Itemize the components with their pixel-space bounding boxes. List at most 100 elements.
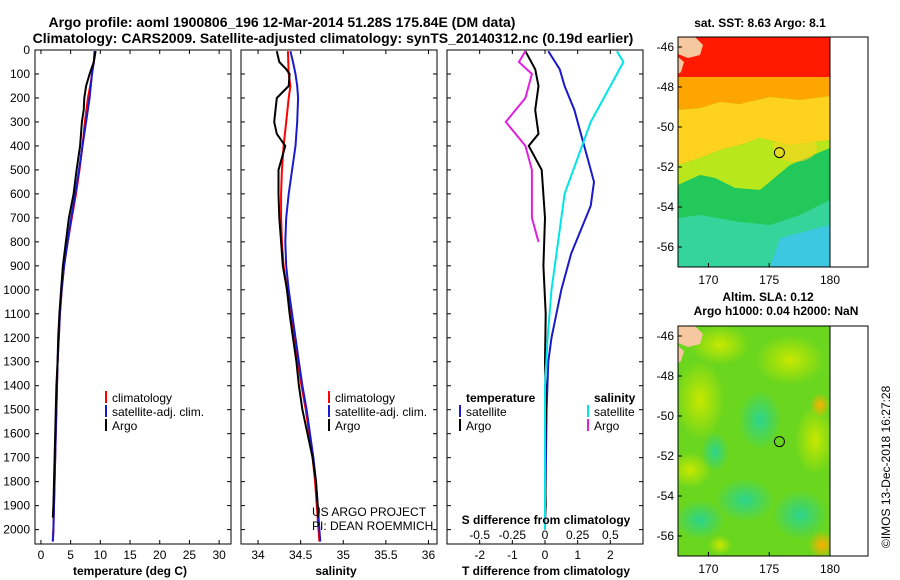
sla-map-ticks: 170 175 180 -46 -48 -50 -52 -54 -56 [657, 329, 841, 576]
salinity-series [273, 50, 322, 542]
y-tick-label: 1400 [3, 379, 30, 393]
x-tick-label: 0 [38, 548, 45, 562]
legend-temp-argo-swatch [459, 419, 461, 431]
legend-argo-label: Argo [112, 419, 138, 433]
legend-climatology-label: climatology [112, 391, 172, 405]
x-tick-label: 2 [607, 548, 614, 562]
x-tick-label: 34.5 [289, 548, 313, 562]
salinity-x-label: salinity [315, 564, 357, 578]
difference-series [504, 50, 625, 530]
temperature-x-ticks: 0 5 10 15 20 25 30 [38, 50, 226, 562]
temperature-series [51, 51, 97, 542]
y-tick-label: 0 [23, 43, 30, 57]
legend-argo-label: Argo [335, 419, 361, 433]
title-line-2: Climatology: CARS2009. Satellite-adjuste… [33, 30, 634, 46]
x-tick-label: 35 [337, 548, 351, 562]
map-y-tick-label: -46 [657, 40, 675, 54]
y-tick-label: 1700 [3, 451, 30, 465]
y-tick-label: 2000 [3, 523, 30, 537]
x-tick-label: 1 [574, 548, 581, 562]
x-tick-label-s: -0.25 [499, 528, 527, 542]
y-tick-label: 1500 [3, 403, 30, 417]
legend-climatology-swatch [105, 391, 107, 403]
series-line-satellite-temperature [544, 50, 596, 530]
legend-argo-swatch [105, 419, 107, 431]
salinity-x-ticks: 34 34.5 35 35.5 36 [251, 50, 435, 562]
map-y-tick-label: -54 [657, 200, 675, 214]
sst-map-ticks: 170 175 180 -46 -48 -50 -52 -54 -56 [657, 40, 841, 287]
temperature-legend: climatology satellite-adj. clim. Argo [105, 391, 204, 433]
sla-map-blank [829, 325, 869, 557]
legend-sal-argo-swatch [587, 419, 589, 431]
series-line-argo-temperature [524, 50, 548, 518]
credit-line-2: PI: DEAN ROEMMICH [312, 519, 433, 533]
map-y-tick-label: -56 [657, 240, 675, 254]
x-tick-label: 34 [251, 548, 265, 562]
y-tick-label: 1300 [3, 355, 30, 369]
title-line-1: Argo profile: aoml 1900806_196 12-Mar-20… [49, 14, 516, 30]
map-x-tick-label: 170 [698, 273, 718, 287]
y-tick-label: 1800 [3, 475, 30, 489]
temperature-panel-frame [34, 49, 232, 545]
y-tick-label: 1900 [3, 499, 30, 513]
legend-salinity-title: salinity [594, 391, 636, 405]
legend-sal-satellite-swatch [587, 405, 589, 417]
y-tick-label: 1200 [3, 331, 30, 345]
map-x-tick-label: 175 [759, 273, 779, 287]
series-line-satellite-salinity [544, 50, 625, 530]
argo-position-marker [773, 436, 785, 448]
imos-stamp: ©IMOS 13-Dec-2018 16:27:28 [879, 385, 893, 548]
legend-satellite-swatch [105, 405, 107, 417]
x-tick-label: 15 [123, 548, 137, 562]
map-x-tick-label: 175 [759, 562, 779, 576]
x-tick-label-s: -0.5 [469, 528, 490, 542]
x-tick-label: -1 [507, 548, 518, 562]
legend-temp-argo-label: Argo [466, 419, 492, 433]
map-y-tick-label: -50 [657, 409, 675, 423]
difference-legend: temperature satellite Argo salinity sate… [459, 391, 636, 433]
difference-x-label: T difference from climatology [462, 564, 630, 578]
y-tick-label: 300 [10, 115, 30, 129]
x-tick-label-s: 0.5 [602, 528, 619, 542]
map-y-tick-label: -46 [657, 329, 675, 343]
y-tick-label: 500 [10, 163, 30, 177]
legend-temperature-title: temperature [466, 391, 536, 405]
temperature-x-label: temperature (deg C) [73, 564, 187, 578]
sla-map-title-1: Altim. SLA: 0.12 [722, 290, 814, 304]
legend-climatology-label: climatology [335, 391, 395, 405]
sla-map-field [678, 326, 830, 556]
y-tick-label: 700 [10, 211, 30, 225]
x-tick-label-s: 0 [542, 528, 549, 542]
map-x-tick-label: 180 [820, 273, 840, 287]
y-tick-label: 100 [10, 67, 30, 81]
y-tick-label: 1000 [3, 283, 30, 297]
series-line-climatology [51, 51, 96, 542]
map-y-tick-label: -52 [657, 160, 675, 174]
y-tick-label: 200 [10, 91, 30, 105]
difference-x-ticks: -2 -1 0 1 2 -0.5 -0.25 0 0.25 0.5 [469, 50, 619, 562]
x-tick-label-s: 0.25 [566, 528, 590, 542]
difference-top-label: S difference from climatology [462, 513, 631, 527]
x-tick-label: 20 [153, 548, 167, 562]
legend-sal-satellite-label: satellite [594, 405, 635, 419]
depth-axis: 0 100 200 300 400 500 600 700 800 900 1000 1100 1200… [3, 43, 643, 537]
legend-sal-argo-label: Argo [594, 419, 620, 433]
series-line-argo-salinity [504, 50, 540, 243]
series-line-satellite-adj-clim- [51, 51, 96, 542]
legend-temp-satellite-label: satellite [466, 405, 507, 419]
map-y-tick-label: -52 [657, 449, 675, 463]
map-y-tick-label: -50 [657, 120, 675, 134]
x-tick-label: -2 [474, 548, 485, 562]
map-x-tick-label: 170 [698, 562, 718, 576]
x-tick-label: 5 [67, 548, 74, 562]
x-tick-label: 36 [422, 548, 436, 562]
y-tick-label: 800 [10, 235, 30, 249]
map-y-tick-label: -48 [657, 369, 675, 383]
series-line-argo [273, 50, 320, 518]
map-y-tick-label: -54 [657, 489, 675, 503]
legend-climatology-swatch [328, 391, 330, 403]
x-tick-label: 35.5 [374, 548, 398, 562]
y-tick-label: 600 [10, 187, 30, 201]
salinity-panel-frame [240, 49, 438, 545]
